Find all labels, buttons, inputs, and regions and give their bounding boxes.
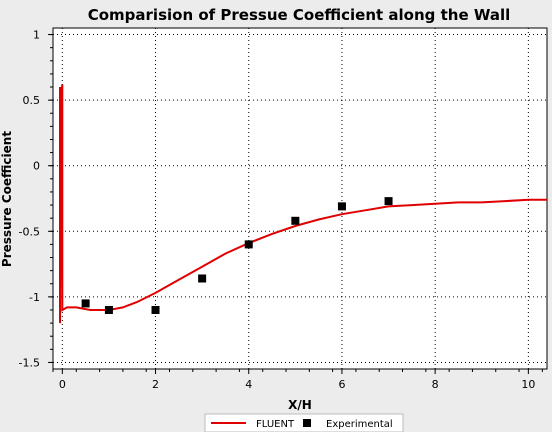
y-tick-label: 1 (33, 29, 40, 42)
x-tick-labels: 0 2 4 6 8 10 (59, 378, 536, 391)
chart-title: Comparision of Pressue Coefficient along… (88, 6, 511, 24)
x-tick-label: 2 (152, 378, 159, 391)
experimental-point (151, 305, 160, 314)
experimental-point (198, 274, 207, 283)
x-tick-label: 8 (432, 378, 439, 391)
experimental-point (244, 240, 253, 249)
legend: FLUENT Experimental (204, 413, 404, 432)
series-points-experimental (81, 197, 393, 314)
y-tick-label: -0.5 (19, 225, 40, 238)
experimental-point (384, 197, 393, 206)
x-tick-label: 4 (245, 378, 252, 391)
y-tick-label: -1 (29, 291, 40, 304)
tick-marks (48, 34, 543, 374)
y-axis-label: Pressure Coefficient (0, 131, 14, 267)
legend-swatch-experimental (303, 419, 311, 427)
y-tick-labels: 1 0.5 0 -0.5 -1 -1.5 (19, 29, 40, 370)
experimental-point (104, 305, 113, 314)
experimental-point (81, 299, 90, 308)
series-line-fluent (59, 84, 547, 324)
x-axis-label: X/H (288, 398, 312, 412)
x-tick-label: 6 (338, 378, 345, 391)
y-tick-label: 0.5 (23, 94, 41, 107)
plot-area (52, 27, 548, 370)
x-tick-label: 0 (59, 378, 66, 391)
x-tick-label: 10 (521, 378, 535, 391)
experimental-point (291, 216, 300, 225)
legend-label-fluent: FLUENT (256, 419, 295, 430)
y-tick-label: -1.5 (19, 356, 40, 369)
experimental-point (337, 202, 346, 211)
legend-label-experimental: Experimental (326, 419, 393, 430)
y-tick-label: 0 (33, 160, 40, 173)
